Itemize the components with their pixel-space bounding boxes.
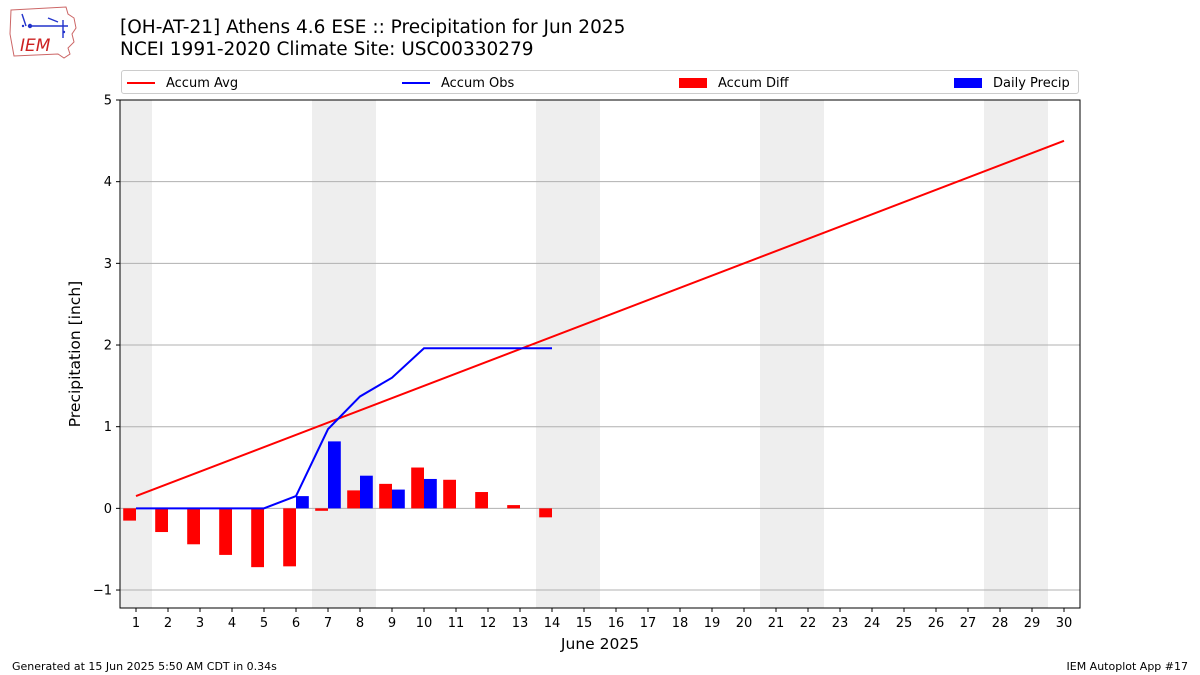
accum-diff-bar <box>251 508 264 568</box>
daily-precip-bar <box>296 496 309 509</box>
legend-label: Daily Precip <box>993 75 1070 91</box>
x-tick-label: 2 <box>164 616 172 631</box>
accum-diff-bar <box>443 479 456 509</box>
legend-item-daily-precip: Daily Precip <box>954 74 1070 92</box>
legend-item-accum-obs: Accum Obs <box>402 74 514 92</box>
x-tick-label: 14 <box>544 616 561 631</box>
accum-diff-bar <box>219 508 232 555</box>
accum-diff-bar <box>315 508 328 511</box>
x-tick-label: 8 <box>356 616 364 631</box>
weekend-band <box>760 100 824 608</box>
daily-precip-bar <box>360 475 373 509</box>
accum-diff-bar <box>379 483 392 509</box>
x-tick-label: 7 <box>324 616 332 631</box>
y-tick-label: 4 <box>104 175 112 190</box>
y-tick-label: 3 <box>104 257 112 272</box>
y-tick-label: 1 <box>104 420 112 435</box>
x-tick-label: 25 <box>896 616 913 631</box>
x-tick-label: 1 <box>132 616 140 631</box>
chart-legend: Accum Avg Accum Obs Accum Diff Daily Pre… <box>121 70 1079 94</box>
accum-obs-line <box>136 347 552 510</box>
daily-precip-bar <box>328 441 341 509</box>
legend-swatch <box>679 78 707 88</box>
y-tick-label: 5 <box>104 94 112 109</box>
logo-text: IEM <box>20 36 51 56</box>
y-axis-label: Precipitation [inch] <box>66 281 84 427</box>
x-tick-label: 30 <box>1056 616 1073 631</box>
accum-diff-bar <box>347 490 360 509</box>
weekend-band <box>536 100 600 608</box>
weekend-band <box>984 100 1048 608</box>
chart-title: [OH-AT-21] Athens 4.6 ESE :: Precipitati… <box>120 17 626 38</box>
x-tick-label: 28 <box>992 616 1009 631</box>
accum-diff-bar <box>507 505 520 509</box>
accum-diff-bar <box>123 508 136 521</box>
accum-diff-bar <box>155 508 168 533</box>
x-tick-label: 24 <box>864 616 881 631</box>
legend-label: Accum Diff <box>718 75 789 91</box>
app-credit: IEM Autoplot App #17 <box>1066 660 1189 673</box>
x-tick-label: 9 <box>388 616 396 631</box>
x-tick-label: 19 <box>704 616 721 631</box>
x-tick-label: 5 <box>260 616 268 631</box>
x-tick-label: 21 <box>768 616 785 631</box>
x-tick-label: 13 <box>512 616 529 631</box>
x-tick-label: 15 <box>576 616 593 631</box>
x-tick-label: 16 <box>608 616 625 631</box>
accum-diff-bar <box>539 508 552 518</box>
x-tick-label: 6 <box>292 616 300 631</box>
x-tick-label: 17 <box>640 616 657 631</box>
daily-precip-bar <box>424 478 437 509</box>
x-tick-label: 26 <box>928 616 945 631</box>
x-tick-label: 22 <box>800 616 817 631</box>
accum-diff-bar <box>475 492 488 509</box>
x-tick-label: 20 <box>736 616 753 631</box>
weekend-band <box>120 100 152 608</box>
y-tick-label: 0 <box>104 502 112 517</box>
daily-precip-bar <box>392 489 405 509</box>
x-tick-label: 23 <box>832 616 849 631</box>
plot-frame <box>119 99 1081 609</box>
legend-swatch <box>954 78 982 88</box>
accum-diff-bar <box>283 508 296 567</box>
x-tick-label: 4 <box>228 616 236 631</box>
chart-subtitle: NCEI 1991-2020 Climate Site: USC00330279 <box>120 39 534 60</box>
y-tick-label: 2 <box>104 339 112 354</box>
legend-item-accum-avg: Accum Avg <box>127 74 238 92</box>
x-tick-label: 10 <box>416 616 433 631</box>
x-tick-label: 29 <box>1024 616 1041 631</box>
x-tick-label: 27 <box>960 616 977 631</box>
legend-item-accum-diff: Accum Diff <box>679 74 789 92</box>
x-tick-label: 11 <box>448 616 465 631</box>
accum-avg-line <box>135 139 1065 498</box>
x-axis-label: June 2025 <box>560 635 639 653</box>
legend-swatch <box>127 82 155 84</box>
legend-swatch <box>402 82 430 84</box>
x-tick-label: 18 <box>672 616 689 631</box>
legend-label: Accum Avg <box>166 75 239 91</box>
y-tick-label: −1 <box>93 584 112 599</box>
weekend-band <box>312 100 376 608</box>
x-tick-label: 12 <box>480 616 497 631</box>
legend-label: Accum Obs <box>441 75 515 91</box>
generated-note: Generated at 15 Jun 2025 5:50 AM CDT in … <box>12 660 277 673</box>
x-tick-label: 3 <box>196 616 204 631</box>
accum-diff-bar <box>411 467 424 509</box>
accum-diff-bar <box>187 508 200 545</box>
iem-logo: IEM <box>9 6 77 59</box>
